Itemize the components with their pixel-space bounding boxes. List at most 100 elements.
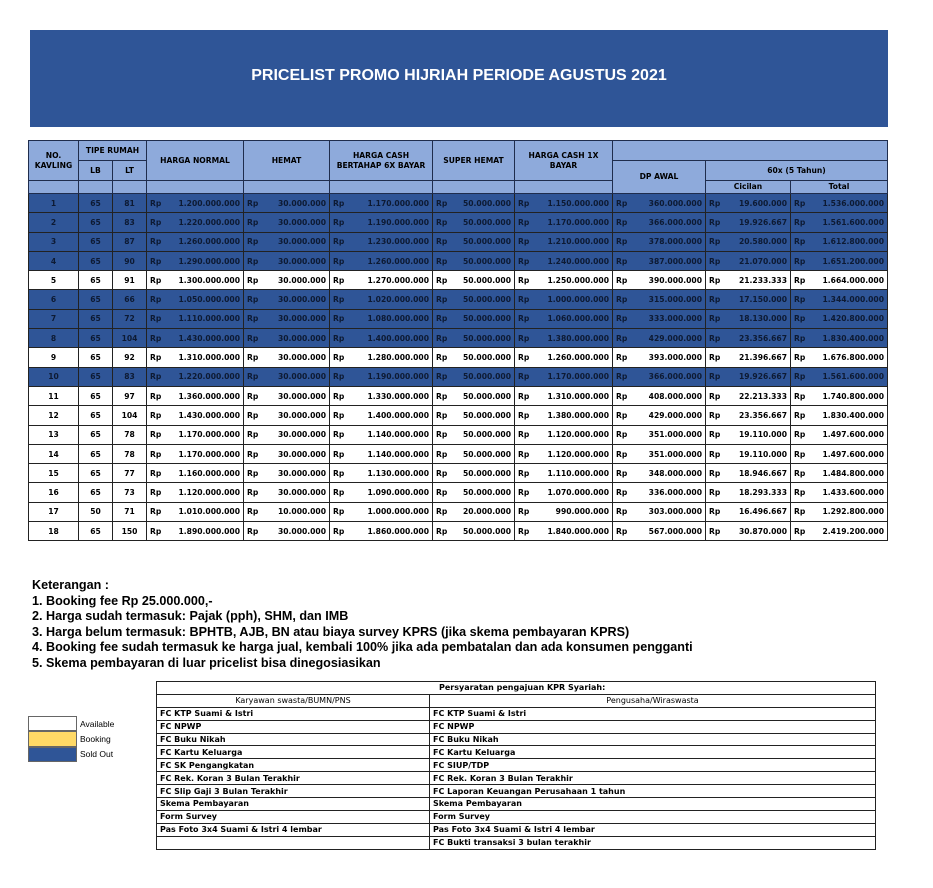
cell-cicilan: Rp 23.356.667 bbox=[705, 405, 791, 426]
header-lb: LB bbox=[78, 160, 113, 181]
amount: 408.000.000 bbox=[648, 391, 702, 401]
requirements-col2-header: Pengusaha/Wiraswasta bbox=[429, 693, 876, 708]
currency-label: Rp bbox=[709, 333, 721, 343]
amount: 1.200.000.000 bbox=[178, 198, 241, 208]
requirement-karyawan: FC NPWP bbox=[156, 719, 430, 734]
table-row: 2 65 83 Rp 1.220.000.000 Rp 30.000.000 Rp 1.190.… bbox=[28, 212, 888, 233]
cell-no: 17 bbox=[28, 501, 79, 523]
cell-total: Rp 1.292.800.000 bbox=[790, 501, 888, 523]
amount: 19.926.667 bbox=[738, 217, 787, 227]
currency-label: Rp bbox=[247, 275, 259, 285]
cell-lt: 83 bbox=[112, 212, 147, 233]
requirement-karyawan: FC Buku Nikah bbox=[156, 732, 430, 747]
cell-cash6: Rp 1.190.000.000 bbox=[329, 366, 433, 387]
amount: 1.890.000.000 bbox=[178, 526, 241, 536]
cell-cash1: Rp 1.380.000.000 bbox=[514, 328, 613, 349]
cell-lt: 91 bbox=[112, 270, 147, 291]
header-hemat: HEMAT bbox=[243, 140, 330, 181]
table-row: 15 65 77 Rp 1.160.000.000 Rp 30.000.000 Rp 1.130… bbox=[28, 463, 888, 484]
cell-hemat: Rp 30.000.000 bbox=[243, 270, 330, 291]
amount: 50.000.000 bbox=[462, 468, 511, 478]
cell-total: Rp 1.497.600.000 bbox=[790, 424, 888, 445]
cell-lt: 77 bbox=[112, 463, 147, 484]
cell-dp: Rp 387.000.000 bbox=[612, 250, 706, 272]
currency-label: Rp bbox=[794, 372, 806, 382]
legend-booking: Booking bbox=[28, 731, 114, 747]
currency-label: Rp bbox=[436, 468, 448, 478]
amount: 1.330.000.000 bbox=[367, 391, 430, 401]
currency-label: Rp bbox=[150, 198, 162, 208]
amount: 1.380.000.000 bbox=[547, 333, 610, 343]
cell-dp: Rp 567.000.000 bbox=[612, 521, 706, 542]
cell-cash6: Rp 1.080.000.000 bbox=[329, 308, 433, 330]
currency-label: Rp bbox=[247, 449, 259, 459]
cell-dp: Rp 303.000.000 bbox=[612, 501, 706, 523]
currency-label: Rp bbox=[247, 256, 259, 266]
amount: 1.210.000.000 bbox=[547, 237, 610, 247]
cell-cash6: Rp 1.020.000.000 bbox=[329, 289, 433, 310]
cell-normal: Rp 1.200.000.000 bbox=[146, 192, 244, 214]
currency-label: Rp bbox=[333, 217, 345, 227]
amount: 1.497.600.000 bbox=[822, 430, 885, 440]
cell-normal: Rp 1.430.000.000 bbox=[146, 405, 244, 426]
currency-label: Rp bbox=[616, 275, 628, 285]
amount: 1.651.200.000 bbox=[822, 256, 885, 266]
amount: 1.860.000.000 bbox=[367, 526, 430, 536]
amount: 19.926.667 bbox=[738, 372, 787, 382]
cell-total: Rp 1.676.800.000 bbox=[790, 347, 888, 368]
header-blank bbox=[28, 180, 79, 194]
amount: 1.220.000.000 bbox=[178, 217, 241, 227]
cell-lb: 65 bbox=[78, 463, 113, 484]
currency-label: Rp bbox=[616, 488, 628, 498]
currency-label: Rp bbox=[616, 468, 628, 478]
currency-label: Rp bbox=[794, 468, 806, 478]
note-item: 3. Harga belum termasuk: BPHTB, AJB, BN … bbox=[32, 624, 630, 639]
currency-label: Rp bbox=[247, 410, 259, 420]
amount: 2.419.200.000 bbox=[822, 526, 885, 536]
currency-label: Rp bbox=[333, 353, 345, 363]
table-row: 18 65 150 Rp 1.890.000.000 Rp 30.000.000 Rp 1.86… bbox=[28, 521, 888, 542]
cell-dp: Rp 360.000.000 bbox=[612, 192, 706, 214]
currency-label: Rp bbox=[794, 507, 806, 517]
cell-no: 9 bbox=[28, 347, 79, 368]
amount: 50.000.000 bbox=[462, 430, 511, 440]
currency-label: Rp bbox=[333, 275, 345, 285]
cell-cash1: Rp 1.000.000.000 bbox=[514, 289, 613, 310]
status-legend: Available Booking Sold Out bbox=[28, 716, 114, 762]
amount: 16.496.667 bbox=[738, 507, 787, 517]
cell-cash1: Rp 1.110.000.000 bbox=[514, 463, 613, 484]
cell-dp: Rp 351.000.000 bbox=[612, 424, 706, 445]
cell-lt: 66 bbox=[112, 289, 147, 310]
currency-label: Rp bbox=[709, 295, 721, 305]
requirement-row: FC Slip Gaji 3 Bulan Terakhir FC Laporan … bbox=[156, 784, 876, 799]
amount: 30.000.000 bbox=[277, 430, 326, 440]
header-tipe-rumah: TIPE RUMAH bbox=[78, 140, 147, 161]
requirement-pengusaha: FC Rek. Koran 3 Bulan Terakhir bbox=[429, 771, 876, 786]
currency-label: Rp bbox=[616, 391, 628, 401]
currency-label: Rp bbox=[616, 449, 628, 459]
cell-cash6: Rp 1.130.000.000 bbox=[329, 463, 433, 484]
amount: 1.612.800.000 bbox=[822, 237, 885, 247]
cell-cicilan: Rp 18.293.333 bbox=[705, 482, 791, 503]
amount: 1.260.000.000 bbox=[547, 353, 610, 363]
cell-normal: Rp 1.110.000.000 bbox=[146, 308, 244, 330]
cell-total: Rp 1.484.800.000 bbox=[790, 463, 888, 484]
currency-label: Rp bbox=[247, 198, 259, 208]
cell-cicilan: Rp 21.070.000 bbox=[705, 250, 791, 272]
cell-super: Rp 50.000.000 bbox=[432, 270, 515, 291]
currency-label: Rp bbox=[436, 217, 448, 227]
cell-lt: 92 bbox=[112, 347, 147, 368]
amount: 1.170.000.000 bbox=[367, 198, 430, 208]
requirement-pengusaha: FC KTP Suami & Istri bbox=[429, 706, 876, 721]
table-row: 14 65 78 Rp 1.170.000.000 Rp 30.000.000 Rp 1.140… bbox=[28, 443, 888, 465]
currency-label: Rp bbox=[333, 468, 345, 478]
currency-label: Rp bbox=[247, 353, 259, 363]
currency-label: Rp bbox=[436, 391, 448, 401]
currency-label: Rp bbox=[518, 449, 530, 459]
amount: 50.000.000 bbox=[462, 488, 511, 498]
cell-cicilan: Rp 17.150.000 bbox=[705, 289, 791, 310]
cell-normal: Rp 1.170.000.000 bbox=[146, 424, 244, 445]
amount: 1.420.800.000 bbox=[822, 314, 885, 324]
currency-label: Rp bbox=[150, 237, 162, 247]
cell-total: Rp 1.561.600.000 bbox=[790, 212, 888, 233]
